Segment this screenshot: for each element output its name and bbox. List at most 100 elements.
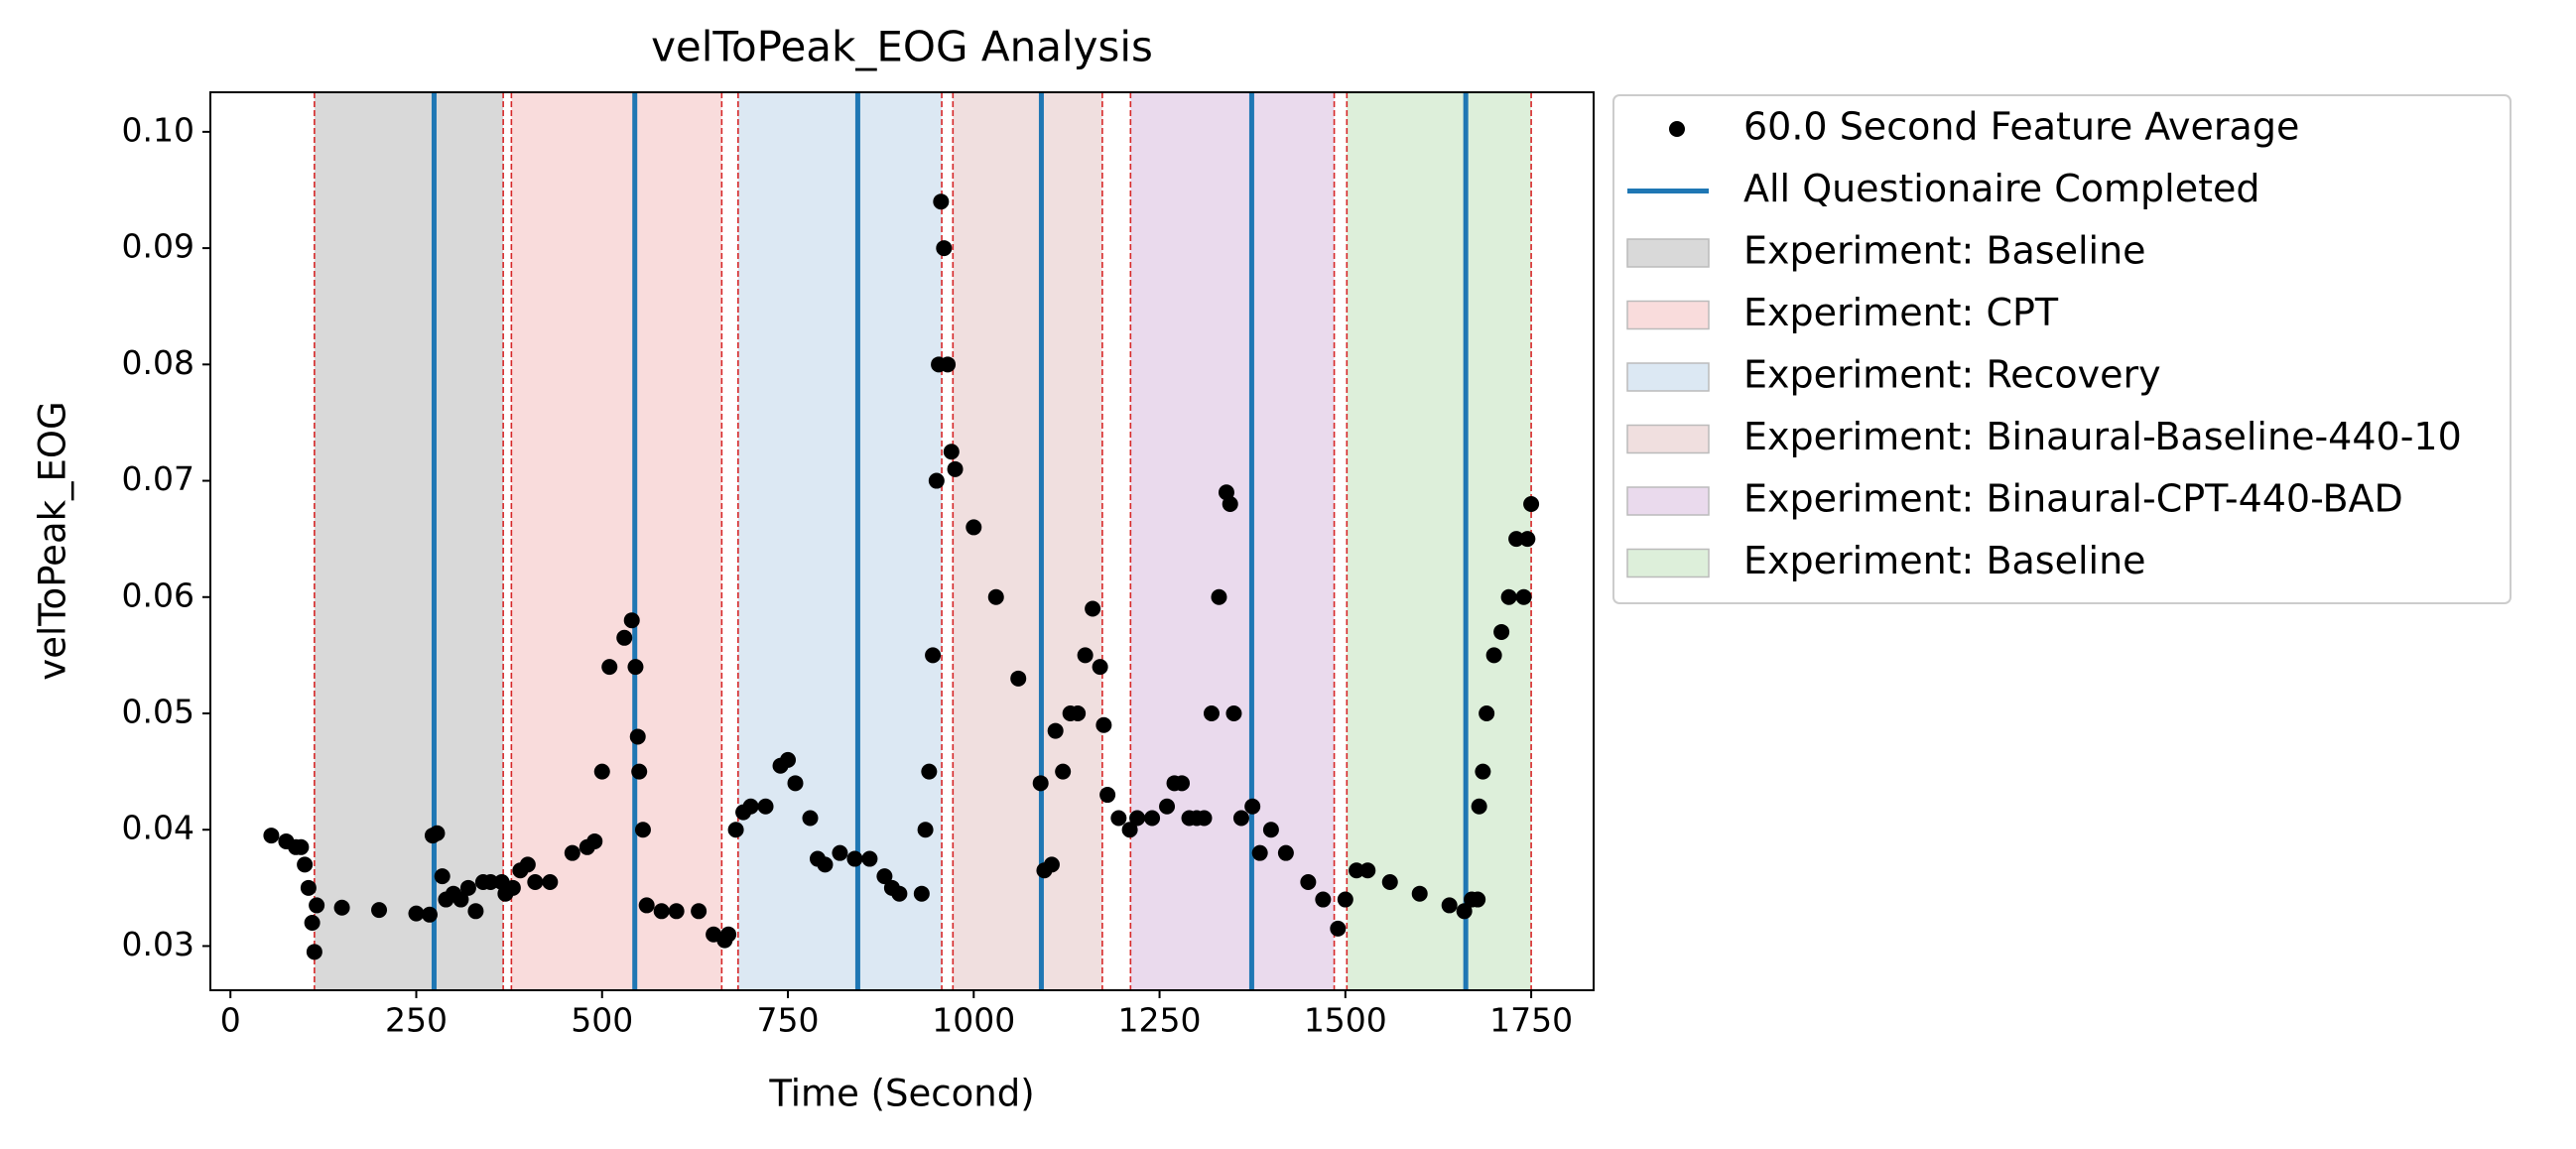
y-tick-label: 0.10 — [122, 110, 194, 149]
x-tick-label: 0 — [220, 1001, 241, 1040]
y-tick-label: 0.05 — [122, 692, 194, 730]
data-point — [936, 240, 953, 257]
data-point — [925, 647, 942, 664]
y-tick-label: 0.07 — [122, 459, 194, 498]
data-point — [846, 850, 863, 867]
y-axis-label: velToPeak_EOG — [32, 401, 74, 680]
y-tick-label: 0.09 — [122, 227, 194, 266]
legend-label: Experiment: Binaural-CPT-440-BAD — [1743, 477, 2403, 521]
legend-marker — [1669, 121, 1685, 137]
y-tick-label: 0.04 — [122, 809, 194, 847]
data-point — [1047, 722, 1064, 739]
legend-label: 60.0 Second Feature Average — [1743, 105, 2299, 149]
data-point — [1085, 600, 1101, 617]
data-point — [631, 763, 648, 780]
data-point — [1055, 763, 1072, 780]
data-point — [1232, 810, 1249, 827]
data-point — [1523, 495, 1540, 512]
data-point — [940, 356, 957, 373]
data-point — [616, 629, 633, 646]
data-point — [482, 873, 499, 890]
data-point — [943, 444, 960, 460]
data-point — [1330, 920, 1347, 937]
x-tick-label: 1750 — [1489, 1001, 1573, 1040]
data-point — [832, 844, 848, 861]
data-point — [1099, 787, 1116, 804]
data-point — [542, 873, 559, 890]
data-point — [1203, 704, 1220, 721]
data-point — [691, 903, 708, 920]
x-axis-label: Time (Second) — [768, 1073, 1034, 1115]
data-point — [876, 868, 893, 885]
data-point — [933, 193, 950, 210]
data-point — [623, 612, 640, 629]
data-point — [300, 879, 317, 896]
data-point — [787, 775, 804, 792]
data-point — [1337, 891, 1353, 908]
plot-frame — [209, 91, 1595, 991]
data-point — [306, 944, 322, 960]
data-point — [309, 897, 325, 914]
data-point — [1470, 891, 1486, 908]
data-point — [1032, 775, 1049, 792]
data-point — [1493, 623, 1510, 640]
data-point — [1121, 822, 1138, 838]
data-point — [564, 844, 580, 861]
phase-span — [1130, 92, 1335, 990]
data-point — [1244, 798, 1261, 815]
data-point — [434, 868, 451, 885]
data-point — [459, 879, 476, 896]
data-point — [817, 856, 834, 873]
legend-swatch — [1626, 424, 1710, 454]
data-point — [1070, 704, 1087, 721]
legend-swatch — [1626, 548, 1710, 578]
y-tick-label: 0.03 — [122, 925, 194, 963]
data-point — [1349, 862, 1365, 879]
data-point — [727, 822, 744, 838]
data-point — [1508, 531, 1525, 548]
data-point — [1144, 810, 1161, 827]
data-point — [629, 728, 646, 745]
data-point — [1479, 704, 1495, 721]
y-tick-label: 0.06 — [122, 575, 194, 614]
data-point — [1300, 873, 1317, 890]
phase-span — [1347, 92, 1532, 990]
data-point — [757, 798, 774, 815]
data-point — [304, 915, 321, 932]
data-point — [1456, 903, 1473, 920]
data-point — [1500, 588, 1517, 605]
data-point — [1211, 588, 1227, 605]
legend-swatch — [1626, 300, 1710, 330]
data-point — [1174, 775, 1191, 792]
legend-swatch — [1626, 238, 1710, 268]
data-point — [421, 906, 438, 923]
data-point — [1159, 798, 1176, 815]
data-point — [371, 902, 388, 919]
x-tick-label: 1500 — [1304, 1001, 1387, 1040]
data-point — [1381, 873, 1398, 890]
data-point — [638, 897, 655, 914]
legend-swatch — [1626, 486, 1710, 516]
data-point — [467, 903, 484, 920]
data-point — [1095, 716, 1112, 733]
data-point — [861, 850, 878, 867]
data-point — [1519, 531, 1536, 548]
phase-span — [511, 92, 722, 990]
data-point — [408, 905, 425, 922]
data-point — [653, 903, 670, 920]
x-tick-label: 250 — [385, 1001, 448, 1040]
data-point — [504, 879, 521, 896]
data-point — [928, 472, 945, 489]
data-point — [263, 828, 280, 844]
data-point — [1485, 647, 1502, 664]
data-point — [333, 899, 350, 916]
x-tick-label: 1250 — [1118, 1001, 1202, 1040]
legend-label: Experiment: CPT — [1743, 291, 2059, 334]
data-point — [1441, 897, 1458, 914]
legend-label: Experiment: Baseline — [1743, 539, 2146, 582]
data-point — [1129, 810, 1146, 827]
data-point — [917, 822, 934, 838]
data-point — [1225, 704, 1242, 721]
data-point — [720, 926, 737, 943]
